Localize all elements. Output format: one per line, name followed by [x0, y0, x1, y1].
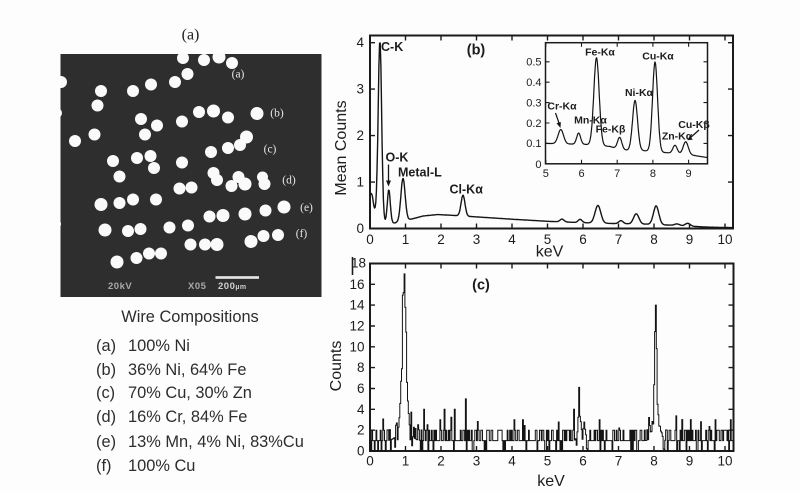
svg-text:8: 8 — [650, 454, 658, 469]
svg-text:18: 18 — [351, 256, 366, 271]
svg-text:0: 0 — [357, 444, 365, 459]
svg-text:0.5: 0.5 — [526, 57, 541, 69]
svg-text:Wire Compositions: Wire Compositions — [121, 308, 259, 326]
svg-text:(a): (a) — [182, 27, 200, 44]
svg-text:Cu-Kβ: Cu-Kβ — [678, 119, 710, 131]
svg-text:(a): (a) — [96, 337, 116, 355]
svg-text:2: 2 — [357, 423, 365, 438]
svg-text:6: 6 — [578, 168, 584, 180]
svg-text:5: 5 — [544, 232, 552, 247]
svg-text:(c): (c) — [264, 144, 277, 156]
svg-text:Cu-Kα: Cu-Kα — [642, 51, 674, 63]
svg-text:2: 2 — [356, 128, 364, 143]
svg-text:Cl-Kα: Cl-Kα — [450, 183, 484, 197]
svg-text:100% Cu: 100% Cu — [128, 457, 195, 475]
svg-text:(e): (e) — [300, 202, 313, 214]
svg-text:0.4: 0.4 — [526, 77, 541, 89]
svg-text:7: 7 — [614, 168, 620, 180]
svg-text:6: 6 — [357, 381, 365, 396]
svg-text:Metal-L: Metal-L — [398, 166, 442, 180]
svg-text:(c): (c) — [472, 278, 490, 294]
svg-text:(b): (b) — [270, 108, 284, 120]
svg-text:0: 0 — [535, 159, 541, 171]
svg-text:(d): (d) — [282, 175, 296, 187]
svg-text:X05: X05 — [188, 281, 207, 292]
svg-text:(a): (a) — [232, 69, 245, 81]
svg-text:0: 0 — [366, 454, 374, 469]
svg-text:4: 4 — [508, 232, 516, 247]
svg-text:Mean Counts: Mean Counts — [333, 100, 350, 195]
svg-text:4: 4 — [508, 454, 516, 469]
svg-text:Mn-Kα: Mn-Kα — [574, 115, 607, 127]
svg-text:0.1: 0.1 — [526, 138, 541, 150]
svg-text:16% Cr, 84% Fe: 16% Cr, 84% Fe — [128, 408, 247, 426]
svg-text:5: 5 — [543, 168, 549, 180]
svg-text:7: 7 — [615, 454, 623, 469]
svg-text:9: 9 — [686, 168, 692, 180]
svg-text:0: 0 — [366, 232, 374, 247]
svg-text:200µm: 200µm — [218, 281, 247, 292]
svg-text:9: 9 — [686, 454, 694, 469]
svg-text:8: 8 — [650, 168, 656, 180]
svg-text:O-K: O-K — [386, 151, 409, 165]
svg-text:3: 3 — [473, 454, 481, 469]
svg-text:6: 6 — [579, 232, 587, 247]
svg-text:10: 10 — [349, 339, 364, 354]
svg-text:3: 3 — [473, 232, 481, 247]
svg-text:(e): (e) — [96, 433, 116, 451]
svg-text:(b): (b) — [96, 361, 116, 379]
svg-text:2: 2 — [437, 454, 445, 469]
svg-text:Zn-Kα: Zn-Kα — [662, 131, 693, 143]
svg-text:4: 4 — [356, 35, 364, 50]
svg-text:Counts: Counts — [328, 341, 345, 392]
svg-text:1: 1 — [402, 454, 410, 469]
svg-text:13% Mn, 4% Ni, 83%Cu: 13% Mn, 4% Ni, 83%Cu — [128, 433, 304, 451]
svg-text:(d): (d) — [96, 408, 116, 426]
svg-text:keV: keV — [536, 244, 564, 261]
svg-text:(b): (b) — [467, 43, 486, 59]
svg-text:0.3: 0.3 — [526, 97, 541, 109]
svg-text:Cr-Kα: Cr-Kα — [547, 101, 577, 113]
svg-text:10: 10 — [717, 232, 732, 247]
svg-text:Fe-Kα: Fe-Kα — [585, 47, 615, 59]
svg-text:100% Ni: 100% Ni — [128, 337, 190, 355]
svg-text:6: 6 — [579, 454, 587, 469]
svg-text:keV: keV — [537, 473, 565, 490]
svg-text:8: 8 — [357, 360, 365, 375]
svg-text:16: 16 — [349, 277, 364, 292]
svg-text:36% Ni, 64% Fe: 36% Ni, 64% Fe — [128, 361, 246, 379]
svg-text:(f): (f) — [96, 457, 111, 475]
svg-text:Ni-Kα: Ni-Kα — [625, 87, 654, 99]
svg-text:2: 2 — [437, 232, 445, 247]
svg-text:20kV: 20kV — [108, 281, 132, 292]
svg-text:14: 14 — [349, 298, 365, 313]
svg-text:0.2: 0.2 — [526, 118, 541, 130]
svg-text:C-K: C-K — [381, 40, 403, 54]
svg-text:9: 9 — [686, 232, 694, 247]
svg-text:(c): (c) — [96, 384, 115, 402]
svg-text:70% Cu, 30% Zn: 70% Cu, 30% Zn — [128, 384, 252, 402]
svg-text:12: 12 — [349, 319, 364, 334]
svg-text:5: 5 — [544, 454, 552, 469]
svg-text:4: 4 — [357, 402, 365, 417]
svg-text:8: 8 — [650, 232, 658, 247]
svg-text:7: 7 — [615, 232, 623, 247]
svg-text:10: 10 — [717, 454, 732, 469]
svg-text:0: 0 — [356, 221, 364, 236]
svg-text:1: 1 — [356, 175, 364, 190]
svg-text:1: 1 — [402, 232, 410, 247]
svg-text:Fe-Kβ: Fe-Kβ — [596, 124, 626, 136]
svg-text:3: 3 — [356, 82, 364, 97]
svg-text:(f): (f) — [296, 228, 308, 240]
